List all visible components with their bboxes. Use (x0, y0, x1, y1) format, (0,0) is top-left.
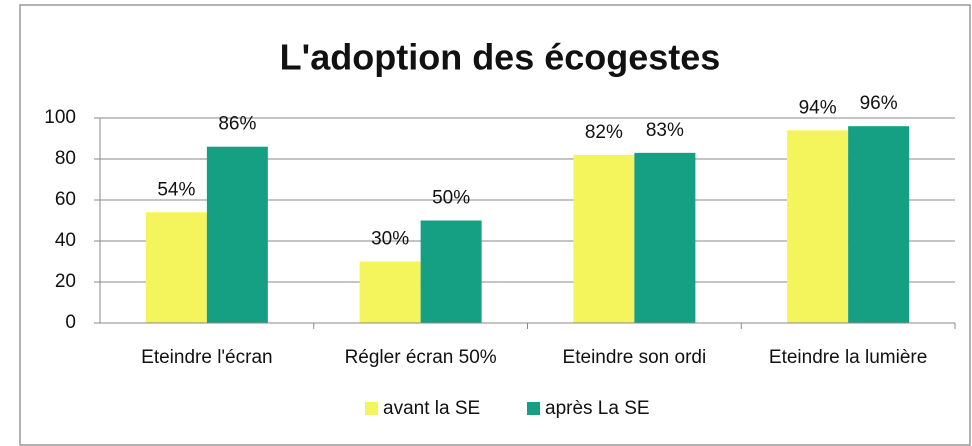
legend-label: avant la SE (383, 398, 480, 419)
value-label: 94% (799, 97, 837, 118)
value-label: 96% (860, 93, 898, 114)
value-label: 86% (218, 114, 256, 135)
legend-swatch (365, 402, 378, 415)
value-label: 82% (585, 122, 623, 143)
chart-title: L'adoption des écogestes (280, 37, 721, 78)
y-tick-label: 0 (65, 312, 76, 333)
legend-swatch (527, 402, 540, 415)
y-tick-label: 60 (55, 189, 76, 210)
x-tick-label: Eteindre l'écran (141, 347, 272, 368)
x-tick-label: Eteindre la lumière (769, 347, 927, 368)
bar (206, 146, 268, 323)
y-tick-label: 40 (55, 230, 76, 251)
bar (787, 130, 849, 323)
bar (848, 126, 910, 323)
x-tick-label: Eteindre son ordi (563, 347, 707, 368)
value-label: 30% (371, 229, 409, 250)
value-label: 83% (646, 120, 684, 141)
y-tick-label: 80 (55, 148, 76, 169)
y-tick-label: 100 (44, 107, 76, 128)
y-tick-label: 20 (55, 271, 76, 292)
value-label: 50% (432, 188, 470, 209)
bar (359, 261, 421, 323)
bar (634, 152, 696, 323)
value-label: 54% (157, 179, 195, 200)
legend-label: après La SE (545, 398, 650, 419)
bar (573, 154, 635, 323)
bar (145, 212, 207, 323)
x-tick-label: Régler écran 50% (345, 347, 497, 368)
bar (420, 220, 482, 323)
